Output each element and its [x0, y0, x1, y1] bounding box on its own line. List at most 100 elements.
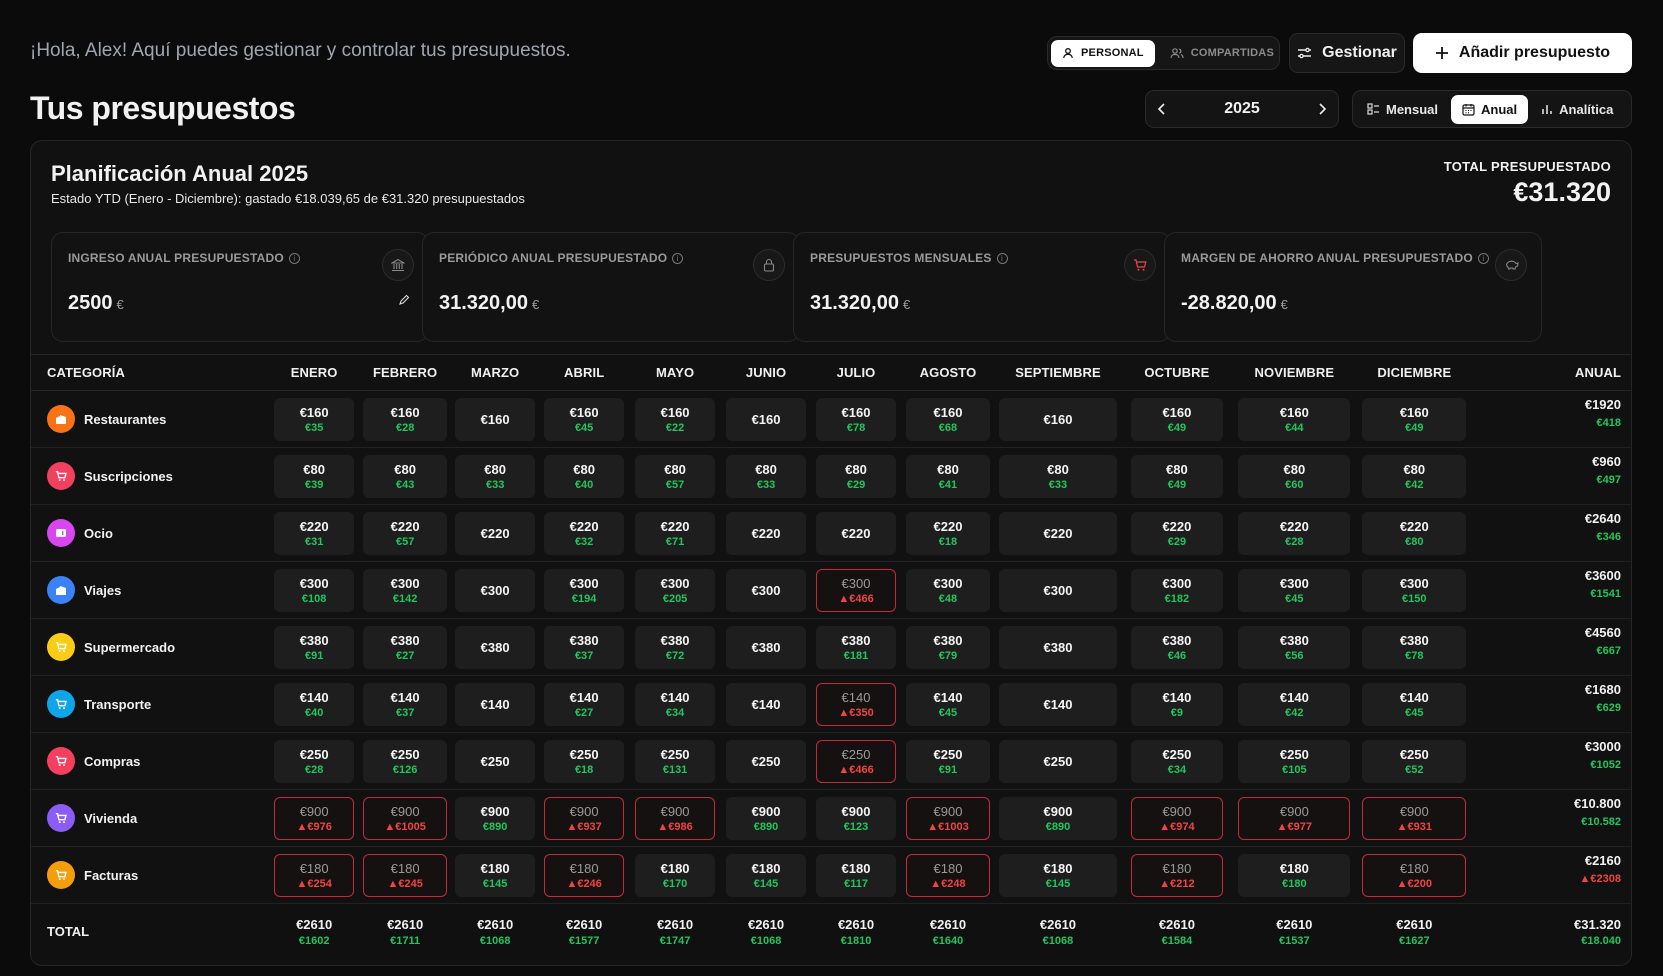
budget-cell[interactable]: €160 — [998, 397, 1117, 441]
info-icon[interactable]: i — [672, 252, 684, 264]
view-annual-tab[interactable]: Anual — [1451, 94, 1529, 124]
budget-cell[interactable]: €160 €28 — [363, 397, 448, 441]
budget-cell-over[interactable]: €900 ▲€974 — [1130, 796, 1223, 840]
budget-cell[interactable]: €220 €80 — [1362, 511, 1467, 555]
budget-cell[interactable]: €380 — [726, 625, 807, 669]
budget-cell[interactable]: €220 €32 — [544, 511, 625, 555]
budget-cell-over[interactable]: €180 ▲€246 — [544, 853, 625, 897]
budget-cell[interactable]: €380 — [998, 625, 1117, 669]
budget-cell[interactable]: €220 €31 — [274, 511, 355, 555]
budget-cell[interactable]: €250 €105 — [1238, 739, 1351, 783]
budget-cell[interactable]: €140 €45 — [1362, 682, 1467, 726]
budget-cell-over[interactable]: €900 ▲€977 — [1238, 796, 1351, 840]
budget-cell[interactable]: €80 €42 — [1362, 454, 1467, 498]
budget-cell[interactable]: €180 €180 — [1238, 853, 1351, 897]
budget-cell[interactable]: €300 — [726, 568, 807, 612]
info-icon[interactable]: i — [996, 252, 1008, 264]
budget-cell[interactable]: €80 €29 — [816, 454, 897, 498]
budget-cell[interactable]: €220 €57 — [363, 511, 448, 555]
budget-cell[interactable]: €220 €18 — [905, 511, 990, 555]
budget-cell[interactable]: €160 — [455, 397, 536, 441]
budget-cell[interactable]: €80 €41 — [905, 454, 990, 498]
scope-shared-tab[interactable]: COMPARTIDAS — [1159, 40, 1285, 67]
budget-cell-over[interactable]: €900 ▲€1003 — [905, 796, 990, 840]
view-analytics-tab[interactable]: Analítica — [1530, 95, 1624, 124]
budget-cell[interactable]: €140 €37 — [363, 682, 448, 726]
budget-cell[interactable]: €180 €145 — [726, 853, 807, 897]
budget-cell[interactable]: €160 €49 — [1362, 397, 1467, 441]
budget-cell[interactable]: €900 €123 — [816, 796, 897, 840]
budget-cell[interactable]: €140 €40 — [274, 682, 355, 726]
chevron-left-icon[interactable] — [1156, 102, 1168, 116]
budget-cell[interactable]: €380 €46 — [1130, 625, 1223, 669]
budget-cell[interactable]: €250 €52 — [1362, 739, 1467, 783]
budget-cell[interactable]: €140 €42 — [1238, 682, 1351, 726]
budget-cell[interactable]: €160 €78 — [816, 397, 897, 441]
budget-cell[interactable]: €380 €37 — [544, 625, 625, 669]
budget-cell-over[interactable]: €180 ▲€245 — [363, 853, 448, 897]
budget-cell[interactable]: €220 — [726, 511, 807, 555]
budget-cell-over[interactable]: €900 ▲€937 — [544, 796, 625, 840]
budget-cell[interactable]: €380 €79 — [905, 625, 990, 669]
budget-cell[interactable]: €160 €68 — [905, 397, 990, 441]
budget-cell[interactable]: €180 €170 — [635, 853, 716, 897]
budget-cell[interactable]: €80 €33 — [998, 454, 1117, 498]
budget-cell[interactable]: €250 €126 — [363, 739, 448, 783]
budget-cell[interactable]: €220 €28 — [1238, 511, 1351, 555]
budget-cell[interactable]: €300 €194 — [544, 568, 625, 612]
budget-cell-over[interactable]: €140 ▲€350 — [816, 682, 897, 726]
budget-cell[interactable]: €250 €91 — [905, 739, 990, 783]
budget-cell[interactable]: €140 — [726, 682, 807, 726]
budget-cell[interactable]: €220 €29 — [1130, 511, 1223, 555]
budget-cell[interactable]: €180 €145 — [455, 853, 536, 897]
edit-pencil-icon[interactable] — [398, 293, 410, 311]
budget-cell[interactable]: €380 €78 — [1362, 625, 1467, 669]
chevron-right-icon[interactable] — [1316, 102, 1328, 116]
budget-cell[interactable]: €300 €48 — [905, 568, 990, 612]
budget-cell[interactable]: €300 — [455, 568, 536, 612]
budget-cell[interactable]: €180 €117 — [816, 853, 897, 897]
budget-cell[interactable]: €300 €205 — [635, 568, 716, 612]
budget-cell[interactable]: €380 €56 — [1238, 625, 1351, 669]
budget-cell[interactable]: €140 €9 — [1130, 682, 1223, 726]
info-icon[interactable]: i — [1477, 252, 1489, 264]
info-icon[interactable]: i — [288, 252, 300, 264]
budget-cell[interactable]: €380 €27 — [363, 625, 448, 669]
budget-cell[interactable]: €250 — [455, 739, 536, 783]
manage-button[interactable]: Gestionar — [1289, 33, 1405, 73]
budget-cell[interactable]: €380 €91 — [274, 625, 355, 669]
budget-cell[interactable]: €160 — [726, 397, 807, 441]
budget-cell[interactable]: €140 €27 — [544, 682, 625, 726]
budget-cell-over[interactable]: €250 ▲€466 — [816, 739, 897, 783]
budget-cell-over[interactable]: €180 ▲€200 — [1362, 853, 1467, 897]
budget-cell[interactable]: €80 €33 — [455, 454, 536, 498]
budget-cell[interactable]: €900 €890 — [726, 796, 807, 840]
budget-cell-over[interactable]: €900 ▲€1005 — [363, 796, 448, 840]
budget-cell[interactable]: €80 €40 — [544, 454, 625, 498]
budget-cell[interactable]: €900 €890 — [455, 796, 536, 840]
budget-cell[interactable]: €160 €22 — [635, 397, 716, 441]
budget-cell-over[interactable]: €900 ▲€986 — [635, 796, 716, 840]
budget-cell[interactable]: €80 €49 — [1130, 454, 1223, 498]
budget-cell[interactable]: €380 — [455, 625, 536, 669]
budget-cell[interactable]: €380 €72 — [635, 625, 716, 669]
budget-cell[interactable]: €250 €34 — [1130, 739, 1223, 783]
budget-cell[interactable]: €300 €45 — [1238, 568, 1351, 612]
budget-cell-over[interactable]: €180 ▲€248 — [905, 853, 990, 897]
budget-cell[interactable]: €80 €57 — [635, 454, 716, 498]
budget-cell[interactable]: €300 €182 — [1130, 568, 1223, 612]
budget-cell-over[interactable]: €900 ▲€976 — [274, 796, 355, 840]
budget-cell[interactable]: €160 €45 — [544, 397, 625, 441]
budget-cell[interactable]: €140 €45 — [905, 682, 990, 726]
budget-cell[interactable]: €300 €150 — [1362, 568, 1467, 612]
budget-cell[interactable]: €80 €33 — [726, 454, 807, 498]
budget-cell[interactable]: €900 €890 — [998, 796, 1117, 840]
budget-cell[interactable]: €160 €44 — [1238, 397, 1351, 441]
budget-cell[interactable]: €140 — [998, 682, 1117, 726]
budget-cell[interactable]: €140 €34 — [635, 682, 716, 726]
budget-cell[interactable]: €80 €43 — [363, 454, 448, 498]
budget-cell[interactable]: €160 €49 — [1130, 397, 1223, 441]
budget-cell[interactable]: €250 €18 — [544, 739, 625, 783]
budget-cell[interactable]: €220 €71 — [635, 511, 716, 555]
scope-personal-tab[interactable]: PERSONAL — [1051, 39, 1155, 67]
